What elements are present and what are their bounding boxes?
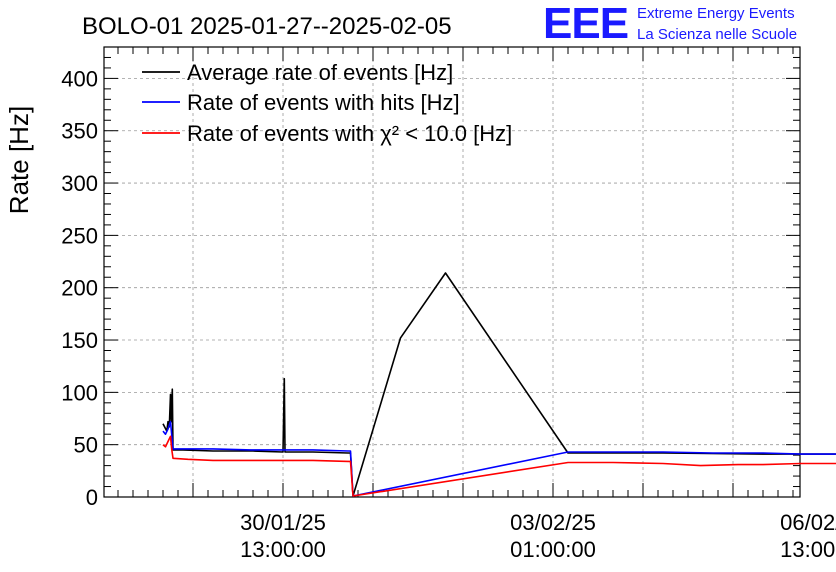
y-tick-label: 200 (61, 276, 98, 301)
x-tick-label-date: 03/02/25 (510, 510, 596, 535)
y-tick-label: 50 (74, 433, 98, 458)
legend-label-3: Rate of events with χ² < 10.0 [Hz] (187, 121, 512, 146)
plot-frame (103, 46, 801, 498)
x-tick-label-time: 13:00:00 (780, 537, 836, 562)
x-tick-label-time: 13:00:00 (240, 537, 326, 562)
series-line-1 (162, 272, 836, 497)
grid-lines (104, 47, 800, 497)
x-tick-label-time: 01:00:00 (510, 537, 596, 562)
x-tick-label-date: 30/01/25 (240, 510, 326, 535)
legend-label-1: Average rate of events [Hz] (187, 60, 453, 85)
y-tick-label: 400 (61, 66, 98, 91)
eee-logo: EEE Extreme Energy Events La Scienza nel… (543, 0, 797, 48)
eee-logo-letters: EEE (543, 0, 628, 48)
series-line-3 (162, 435, 836, 497)
y-tick-label: 300 (61, 171, 98, 196)
chart-title: BOLO-01 2025-01-27--2025-02-05 (82, 13, 452, 40)
series-lines (162, 272, 836, 497)
y-tick-label: 250 (61, 223, 98, 248)
x-tick-label-date: 06/02/25 (780, 510, 836, 535)
series-line-2 (162, 420, 836, 497)
y-tick-label: 150 (61, 328, 98, 353)
eee-logo-line2: La Scienza nelle Scuole (637, 26, 797, 43)
legend-label-2: Rate of events with hits [Hz] (187, 90, 460, 115)
y-axis-label: Rate [Hz] (4, 106, 34, 214)
legend: Average rate of events [Hz] Rate of event… (142, 60, 512, 146)
y-tick-label: 350 (61, 119, 98, 144)
x-axis: 30/01/2513:00:0003/02/2501:00:0006/02/25… (117, 47, 836, 562)
eee-logo-line1: Extreme Energy Events (637, 5, 795, 22)
y-axis: 0 50 100 150 200 250 300 350 400 (61, 56, 800, 510)
y-tick-label: 100 (61, 380, 98, 405)
y-tick-label: 0 (86, 485, 98, 510)
